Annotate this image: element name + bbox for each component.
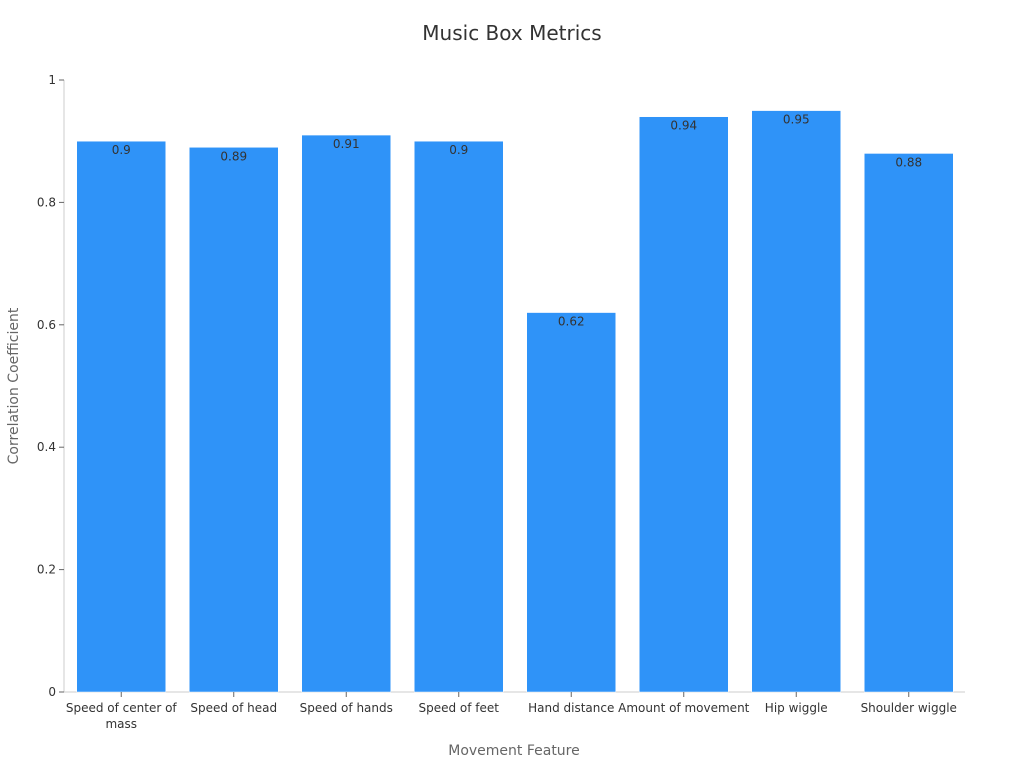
bar-value-label: 0.91 (333, 137, 360, 151)
bar[interactable] (301, 134, 391, 693)
bar[interactable] (189, 147, 279, 693)
x-tick-label-line: Shoulder wiggle (861, 701, 957, 715)
y-tick-label: 1 (48, 73, 56, 87)
bar[interactable] (639, 116, 729, 693)
x-tick-label: Speed of feet (418, 701, 499, 715)
x-tick-label: Speed of center of mass (66, 701, 178, 731)
data-labels: 0.9 0.89 0.91 0.9 0.62 0.94 0.95 0.88 (112, 113, 922, 329)
bar[interactable] (76, 140, 166, 693)
bar[interactable] (414, 140, 504, 693)
x-tick-label-line: Speed of hands (300, 701, 393, 715)
x-tick-label-line: Speed of center of (66, 701, 178, 715)
x-tick-label-line: Speed of head (190, 701, 277, 715)
x-tick-label: Hip wiggle (765, 701, 828, 715)
bar-value-label: 0.62 (558, 315, 585, 329)
y-tick-label: 0.2 (37, 563, 56, 577)
x-tick-label-line: mass (105, 717, 137, 731)
x-tick-label-line: Speed of feet (418, 701, 499, 715)
x-tick-label: Speed of head (190, 701, 277, 715)
y-ticks: 0 0.2 0.4 0.6 0.8 1 (37, 73, 64, 699)
y-axis-title: Correlation Coefficient (6, 307, 22, 464)
chart-title: Music Box Metrics (422, 21, 601, 45)
x-tick-label: Shoulder wiggle (861, 701, 957, 715)
x-ticks: Speed of center of mass Speed of head Speed… (66, 692, 957, 731)
bar[interactable] (864, 153, 954, 693)
bar-series (76, 110, 954, 693)
x-tick-label: Speed of hands (300, 701, 393, 715)
bar-value-label: 0.9 (112, 143, 131, 157)
y-tick-label: 0.4 (37, 440, 56, 454)
x-tick-label: Hand distance (528, 701, 614, 715)
y-tick-label: 0.6 (37, 318, 56, 332)
x-tick-label-line: Amount of movement (618, 701, 750, 715)
bar-value-label: 0.94 (670, 119, 697, 133)
x-tick-label-line: Hand distance (528, 701, 614, 715)
x-tick-label-line: Hip wiggle (765, 701, 828, 715)
bar-value-label: 0.88 (895, 155, 922, 169)
bar[interactable] (526, 312, 616, 693)
y-tick-label: 0 (48, 685, 56, 699)
bar-value-label: 0.89 (220, 149, 247, 163)
bar-value-label: 0.9 (449, 143, 468, 157)
x-axis-title: Movement Feature (448, 743, 580, 759)
bar[interactable] (751, 110, 841, 693)
y-tick-label: 0.8 (37, 195, 56, 209)
x-tick-label: Amount of movement (618, 701, 750, 715)
bar-value-label: 0.95 (783, 113, 810, 127)
